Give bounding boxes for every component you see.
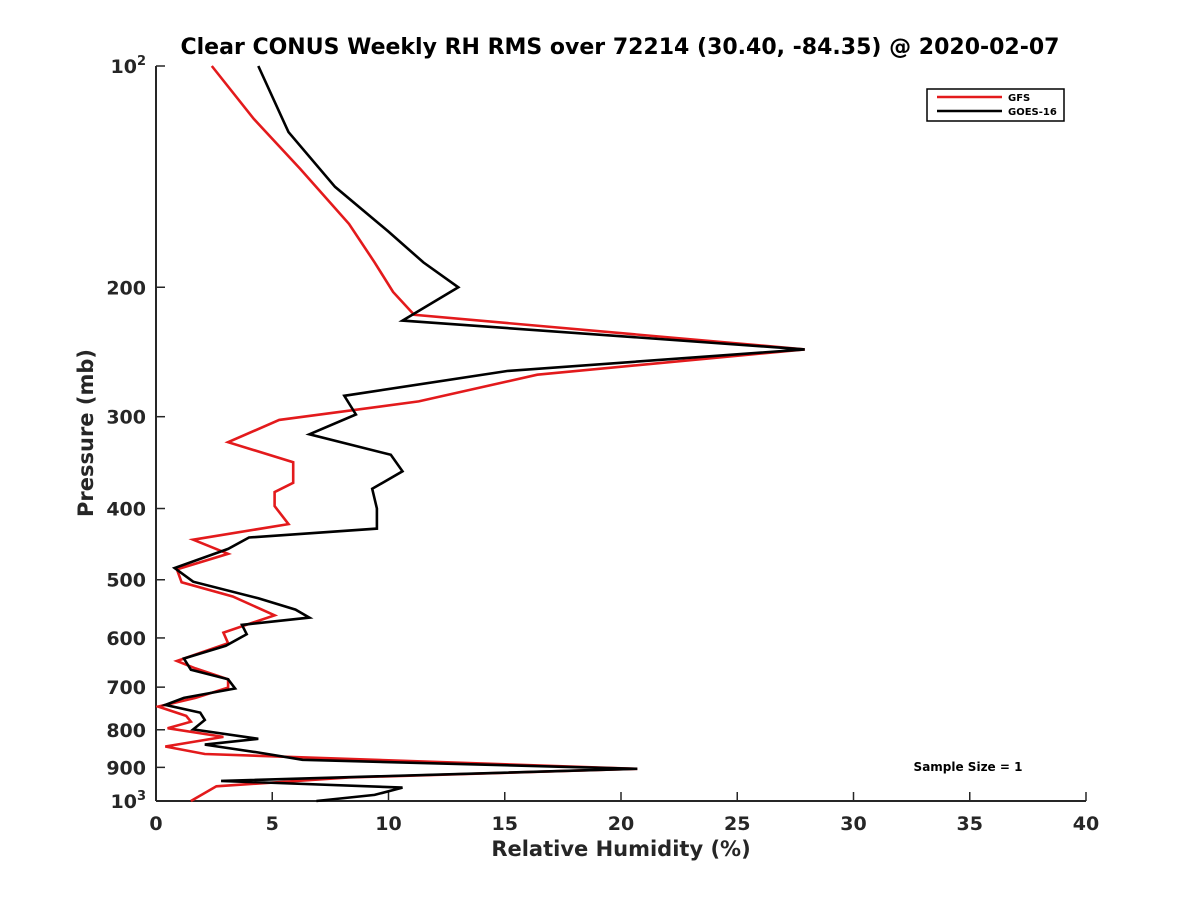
y-tick-label: 600 <box>106 628 146 650</box>
x-tick-label: 5 <box>266 813 279 835</box>
y-tick-label: 400 <box>106 499 146 521</box>
y-tick-label: 800 <box>106 720 146 742</box>
y-tick-base: 10 <box>111 791 137 813</box>
y-tick-exponent: 2 <box>137 54 146 69</box>
series-line-gfs <box>156 65 805 803</box>
y-tick-label: 700 <box>106 677 146 699</box>
y-tick-label: 102 <box>111 54 147 78</box>
y-tick-base: 10 <box>111 56 137 78</box>
y-axis-label: Pressure (mb) <box>74 349 98 517</box>
legend-box <box>926 88 1065 122</box>
x-axis-label: Relative Humidity (%) <box>491 837 750 861</box>
axes <box>155 66 1086 802</box>
x-tick-label: 25 <box>724 813 750 835</box>
y-tick-label: 103 <box>111 789 147 813</box>
x-tick-label: 0 <box>149 813 162 835</box>
x-tick-label: 15 <box>492 813 518 835</box>
series-line-goes16 <box>160 65 805 803</box>
x-tick-label: 20 <box>608 813 634 835</box>
y-tick-label: 300 <box>106 407 146 429</box>
legend-label-gfs: GFS <box>1008 93 1030 104</box>
y-tick-label: 200 <box>106 277 146 299</box>
chart-title: Clear CONUS Weekly RH RMS over 72214 (30… <box>181 35 1060 60</box>
sample-size-annotation: Sample Size = 1 <box>914 760 1023 774</box>
x-ticks: 0 5 10 15 20 25 30 35 40 <box>149 792 1099 835</box>
series-group <box>156 65 805 803</box>
y-tick-exponent: 3 <box>137 789 146 804</box>
y-tick-label: 500 <box>106 570 146 592</box>
y-tick-label: 900 <box>106 757 146 779</box>
x-tick-label: 10 <box>375 813 401 835</box>
legend: GFS GOES-16 <box>926 88 1065 122</box>
legend-label-goes16: GOES-16 <box>1008 107 1057 118</box>
x-tick-label: 30 <box>840 813 866 835</box>
x-tick-label: 35 <box>957 813 983 835</box>
x-tick-label: 40 <box>1073 813 1099 835</box>
